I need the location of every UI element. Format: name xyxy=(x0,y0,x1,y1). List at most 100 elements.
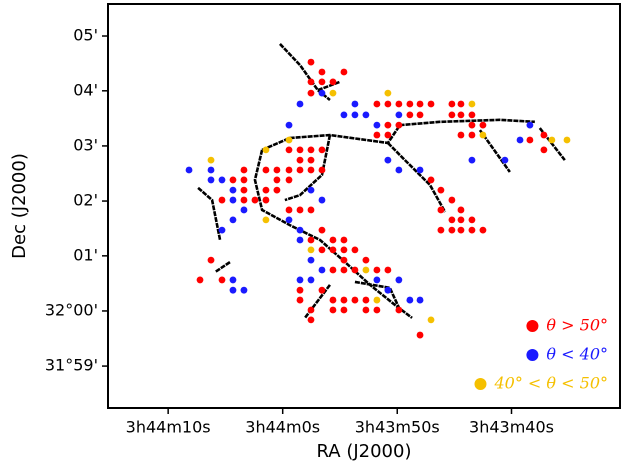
data-point xyxy=(207,156,215,164)
data-point xyxy=(229,176,237,184)
data-point xyxy=(218,196,226,204)
data-point xyxy=(307,256,315,264)
data-point xyxy=(437,206,445,214)
data-point xyxy=(296,286,304,294)
data-point xyxy=(384,100,392,108)
data-point xyxy=(296,206,304,214)
x-tick-label: 3h43m50s xyxy=(355,418,440,437)
data-point xyxy=(384,131,392,139)
data-point xyxy=(457,100,465,108)
data-point xyxy=(384,89,392,97)
data-point xyxy=(296,226,304,234)
data-point xyxy=(468,226,476,234)
filament xyxy=(354,280,402,311)
data-point xyxy=(406,296,414,304)
data-point xyxy=(240,166,248,174)
y-tick-label: 03' xyxy=(73,135,98,154)
data-point xyxy=(318,226,326,234)
data-point xyxy=(273,186,281,194)
data-point xyxy=(340,296,348,304)
data-point xyxy=(329,306,337,314)
data-point xyxy=(285,216,293,224)
data-point xyxy=(351,246,359,254)
legend-label: θ < 40° xyxy=(546,345,608,364)
data-point xyxy=(395,166,403,174)
data-point xyxy=(318,166,326,174)
data-point xyxy=(563,136,571,144)
filament xyxy=(317,80,341,92)
data-point xyxy=(207,256,215,264)
data-point xyxy=(262,216,270,224)
data-point xyxy=(427,176,435,184)
data-point xyxy=(406,111,414,119)
data-point xyxy=(307,236,315,244)
data-point xyxy=(318,266,326,274)
data-point xyxy=(427,316,435,324)
data-point xyxy=(218,276,226,284)
y-tick-label: 31°59' xyxy=(45,356,98,375)
data-point xyxy=(340,68,348,76)
data-point xyxy=(262,196,270,204)
data-point xyxy=(329,266,337,274)
data-point xyxy=(457,206,465,214)
data-point xyxy=(457,131,465,139)
data-point xyxy=(406,100,414,108)
data-point xyxy=(437,226,445,234)
data-point xyxy=(318,78,326,86)
data-point xyxy=(262,146,270,154)
data-point xyxy=(307,186,315,194)
data-point xyxy=(329,296,337,304)
data-point xyxy=(362,111,370,119)
data-point xyxy=(218,226,226,234)
data-point xyxy=(468,216,476,224)
legend-marker xyxy=(474,378,487,390)
data-point xyxy=(229,286,237,294)
data-point xyxy=(240,206,248,214)
data-point xyxy=(196,276,204,284)
data-point xyxy=(296,100,304,108)
data-point xyxy=(416,166,424,174)
data-point xyxy=(362,296,370,304)
data-point xyxy=(229,196,237,204)
data-point xyxy=(307,246,315,254)
data-point xyxy=(296,296,304,304)
data-point xyxy=(362,306,370,314)
data-point xyxy=(373,131,381,139)
data-point xyxy=(307,306,315,314)
data-point xyxy=(340,306,348,314)
filament xyxy=(261,118,535,152)
data-point xyxy=(262,186,270,194)
data-point xyxy=(296,236,304,244)
data-point xyxy=(427,100,435,108)
data-point xyxy=(373,276,381,284)
data-point xyxy=(540,146,548,154)
data-point xyxy=(448,111,456,119)
data-point xyxy=(296,156,304,164)
data-point xyxy=(207,176,215,184)
y-tick-label: 05' xyxy=(73,26,98,45)
data-point xyxy=(229,216,237,224)
data-point xyxy=(240,186,248,194)
filament xyxy=(253,149,413,319)
x-axis-label: RA (J2000) xyxy=(317,441,412,462)
data-point xyxy=(307,146,315,154)
plot-frame xyxy=(107,3,621,409)
data-point xyxy=(351,111,359,119)
y-tick-label: 02' xyxy=(73,191,98,210)
filament xyxy=(214,261,231,274)
data-point xyxy=(437,186,445,194)
data-point xyxy=(448,216,456,224)
data-point xyxy=(468,100,476,108)
data-point xyxy=(285,166,293,174)
data-point xyxy=(318,89,326,97)
data-point xyxy=(416,111,424,119)
data-point xyxy=(468,121,476,129)
data-point xyxy=(416,296,424,304)
data-point xyxy=(240,196,248,204)
legend-marker xyxy=(526,320,539,332)
data-point xyxy=(448,226,456,234)
data-point xyxy=(468,111,476,119)
data-point xyxy=(318,246,326,254)
data-point xyxy=(384,121,392,129)
